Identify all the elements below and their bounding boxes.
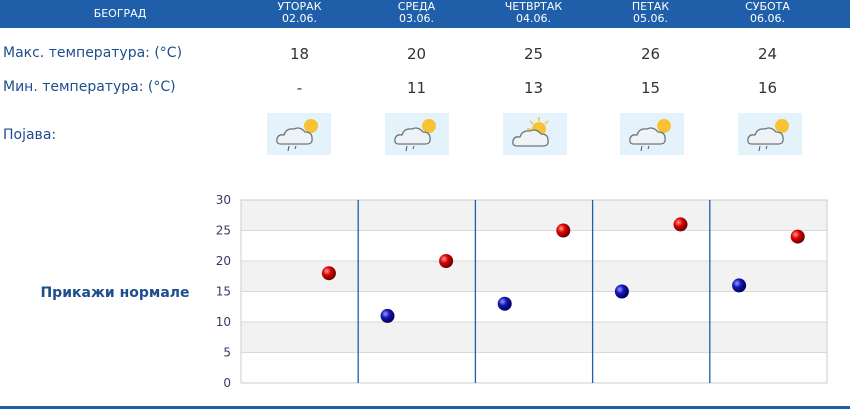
min-temp-point [732, 278, 747, 293]
chart-band [241, 261, 827, 292]
min-temp-point [380, 308, 395, 323]
y-tick-label: 30 [216, 193, 231, 207]
max-temp-value: 25 [523, 45, 544, 63]
plot-border [240, 199, 828, 384]
day-header: УТОРАК 02.06. [241, 1, 358, 25]
chart-band [241, 200, 827, 231]
show-normals-link[interactable]: Прикажи нормале [40, 285, 190, 301]
city-name: БЕОГРАД [93, 7, 147, 20]
min-temp-value: 13 [523, 79, 544, 97]
min-temp-point [614, 284, 629, 299]
day-date: 04.06. [516, 12, 551, 25]
min-temp-value: 15 [640, 79, 661, 97]
day-name: СРЕДА [397, 0, 436, 13]
min-temp-value: - [296, 79, 303, 97]
y-tick-label: 0 [223, 376, 231, 390]
min-temp-value: 16 [757, 79, 778, 97]
day-name: ЧЕТВРТАК [504, 0, 563, 13]
max-temp-point [556, 223, 571, 238]
chart-band [241, 291, 827, 322]
max-temp-value: 18 [289, 45, 310, 63]
max-temp-point [439, 254, 454, 268]
forecast-header: БЕОГРАД УТОРАК 02.06. СРЕДА 03.06. ЧЕТВР… [0, 0, 850, 28]
max-temp-label: Макс. температура: (°C) [3, 45, 183, 61]
cloud-sun-rain-icon [738, 113, 802, 155]
day-name: ПЕТАК [631, 0, 670, 13]
y-tick-label: 25 [216, 224, 231, 238]
cloud-sun-rain-icon [620, 113, 684, 155]
cloud-sun-icon [503, 113, 567, 155]
max-temp-point [673, 217, 688, 232]
min-temp-value: 11 [406, 79, 427, 97]
day-name: СУБОТА [745, 0, 790, 13]
max-temp-point [321, 266, 336, 281]
phenomenon-label: Појава: [3, 127, 57, 143]
day-date: 02.06. [282, 12, 317, 25]
cloud-sun-rain-icon [385, 113, 449, 155]
y-tick-label: 20 [216, 254, 231, 268]
chart-band [241, 352, 827, 383]
cloud-sun-rain-icon [267, 113, 331, 155]
chart-band [241, 230, 827, 261]
y-tick-label: 15 [216, 285, 231, 299]
day-header: СРЕДА 03.06. [358, 1, 475, 25]
max-temp-value: 26 [640, 45, 661, 63]
day-date: 03.06. [399, 12, 434, 25]
max-temp-value: 20 [406, 45, 427, 63]
max-temp-point [790, 229, 805, 244]
min-temp-point [497, 296, 512, 311]
day-header: ЧЕТВРТАК 04.06. [475, 1, 592, 25]
day-name: УТОРАК [277, 0, 322, 13]
chart-band [241, 322, 827, 353]
min-temp-label: Мин. температура: (°C) [3, 79, 176, 95]
day-header: ПЕТАК 05.06. [592, 1, 709, 25]
y-tick-label: 5 [223, 346, 231, 360]
day-date: 05.06. [633, 12, 668, 25]
day-date: 06.06. [750, 12, 785, 25]
day-header: СУБОТА 06.06. [709, 1, 826, 25]
y-tick-label: 10 [216, 315, 231, 329]
bottom-divider [0, 406, 850, 409]
max-temp-value: 24 [757, 45, 778, 63]
